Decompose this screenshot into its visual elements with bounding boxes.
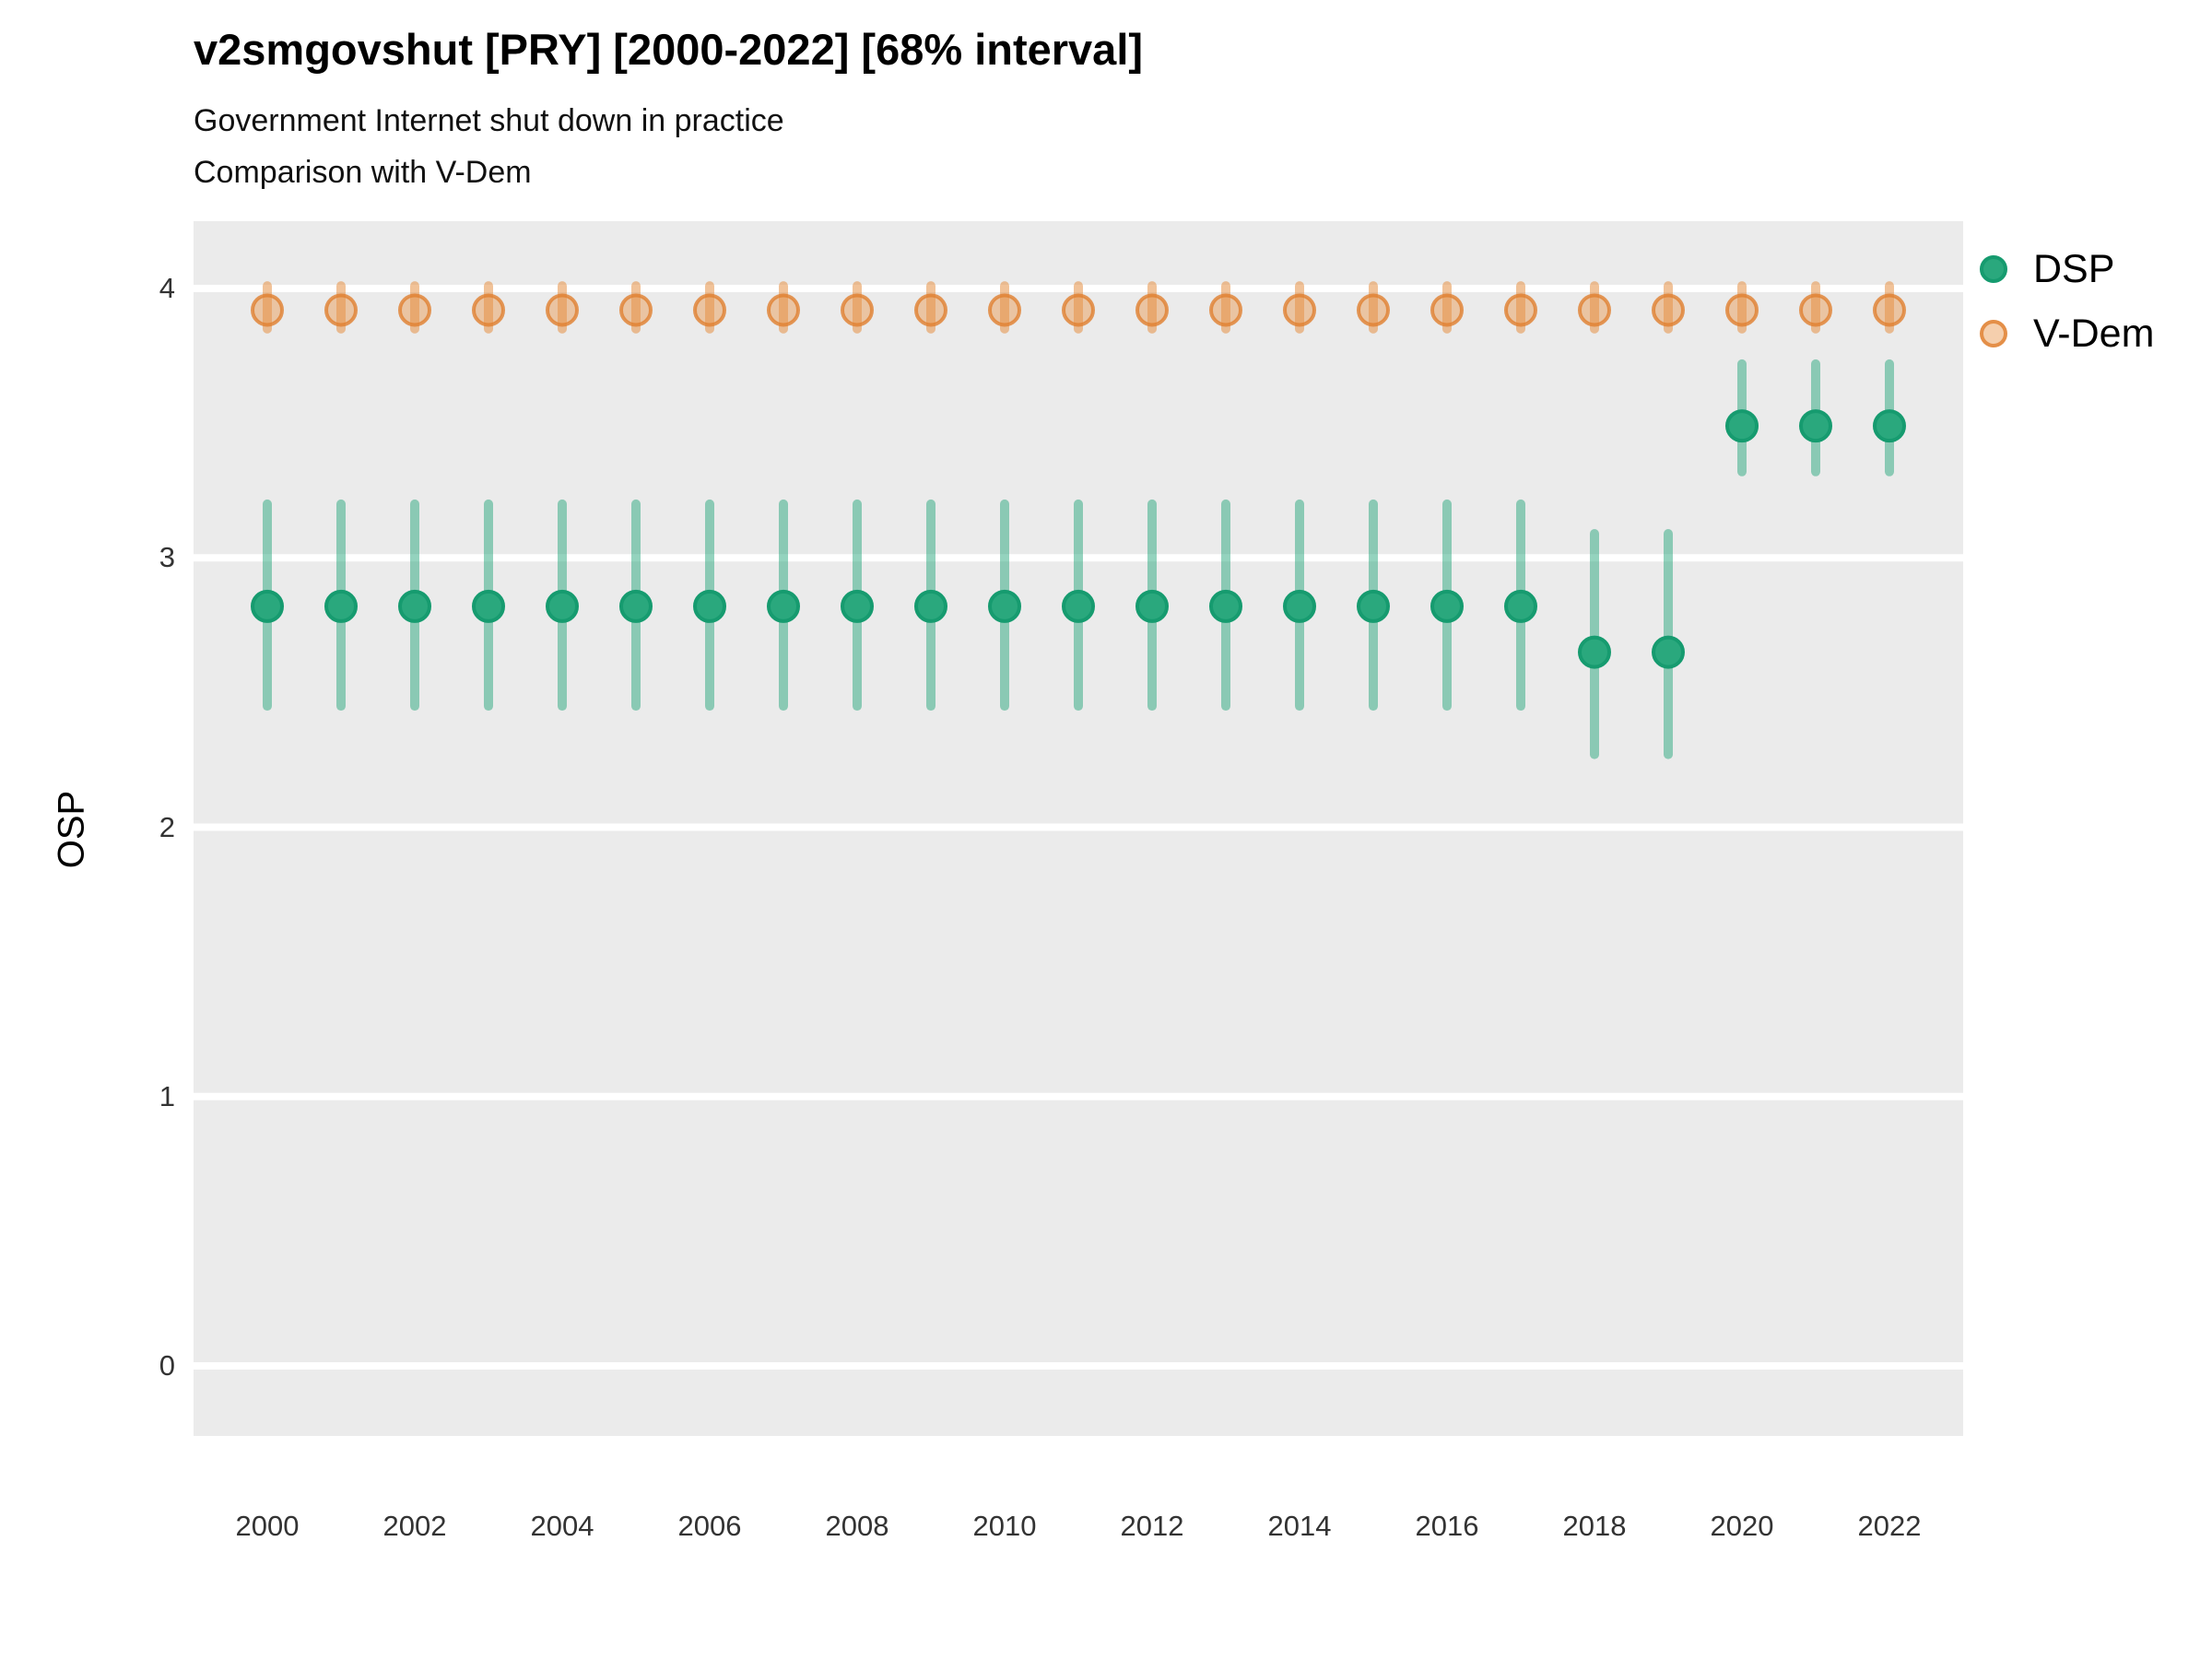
x-tick-label: 2014 [1267,1510,1332,1542]
y-tick-label: 4 [159,272,175,305]
y-tick-label: 0 [159,1349,175,1382]
data-point-v-dem-2004 [546,293,579,327]
x-tick-label: 2008 [825,1510,889,1542]
y-tick-label: 1 [159,1079,175,1112]
x-tick-label: 2016 [1415,1510,1479,1542]
data-point-v-dem-2000 [251,293,284,327]
data-point-dsp-2016 [1430,589,1464,623]
x-tick-label: 2000 [235,1510,300,1542]
legend-label-vdem: V-Dem [2033,311,2155,356]
chart-subtitle-line-2: Comparison with V-Dem [194,155,532,190]
data-point-v-dem-2015 [1357,293,1390,327]
vdem-point-icon [1980,320,2007,347]
data-point-v-dem-2006 [693,293,726,327]
data-point-v-dem-2012 [1135,293,1169,327]
data-point-dsp-2010 [988,589,1021,623]
data-point-v-dem-2010 [988,293,1021,327]
data-point-dsp-2021 [1799,409,1832,443]
data-point-dsp-2005 [619,589,653,623]
x-tick-label: 2022 [1857,1510,1922,1542]
data-point-dsp-2020 [1725,409,1759,443]
data-point-v-dem-2001 [324,293,358,327]
x-tick-label: 2010 [972,1510,1037,1542]
data-point-v-dem-2019 [1652,293,1685,327]
data-point-dsp-2015 [1357,589,1390,623]
legend: DSP V-Dem [1980,247,2210,376]
data-point-v-dem-2003 [472,293,505,327]
data-point-dsp-2007 [767,589,800,623]
y-tick-label: 2 [159,810,175,843]
data-point-v-dem-2009 [914,293,947,327]
x-tick-label: 2002 [382,1510,447,1542]
data-point-dsp-2006 [693,589,726,623]
data-point-v-dem-2011 [1062,293,1095,327]
data-point-dsp-2009 [914,589,947,623]
data-point-v-dem-2014 [1283,293,1316,327]
chart-subtitle-line-1: Government Internet shut down in practic… [194,103,784,138]
x-tick-label: 2018 [1562,1510,1627,1542]
data-point-v-dem-2013 [1209,293,1242,327]
data-point-v-dem-2005 [619,293,653,327]
x-tick-label: 2020 [1710,1510,1774,1542]
data-point-dsp-2018 [1578,635,1611,669]
data-point-v-dem-2017 [1504,293,1537,327]
data-point-dsp-2022 [1873,409,1906,443]
data-point-v-dem-2020 [1725,293,1759,327]
data-point-dsp-2003 [472,589,505,623]
x-tick-label: 2006 [677,1510,742,1542]
data-point-dsp-2001 [324,589,358,623]
data-point-dsp-2014 [1283,589,1316,623]
data-point-dsp-2008 [841,589,874,623]
data-point-v-dem-2022 [1873,293,1906,327]
data-point-dsp-2011 [1062,589,1095,623]
data-point-v-dem-2016 [1430,293,1464,327]
data-point-v-dem-2007 [767,293,800,327]
data-point-v-dem-2018 [1578,293,1611,327]
legend-item-vdem: V-Dem [1980,312,2210,356]
legend-label-dsp: DSP [2033,246,2115,291]
data-point-dsp-2012 [1135,589,1169,623]
data-point-dsp-2002 [398,589,431,623]
data-point-dsp-2019 [1652,635,1685,669]
data-point-v-dem-2008 [841,293,874,327]
x-tick-label: 2012 [1120,1510,1184,1542]
data-point-dsp-2000 [251,589,284,623]
x-tick-label: 2004 [530,1510,594,1542]
legend-item-dsp: DSP [1980,247,2210,291]
data-point-v-dem-2021 [1799,293,1832,327]
data-point-dsp-2013 [1209,589,1242,623]
data-point-v-dem-2002 [398,293,431,327]
y-tick-label: 3 [159,541,175,574]
data-point-dsp-2017 [1504,589,1537,623]
dsp-point-icon [1980,255,2007,283]
data-point-dsp-2004 [546,589,579,623]
chart-title: v2smgovshut [PRY] [2000-2022] [68% inter… [194,25,1144,74]
